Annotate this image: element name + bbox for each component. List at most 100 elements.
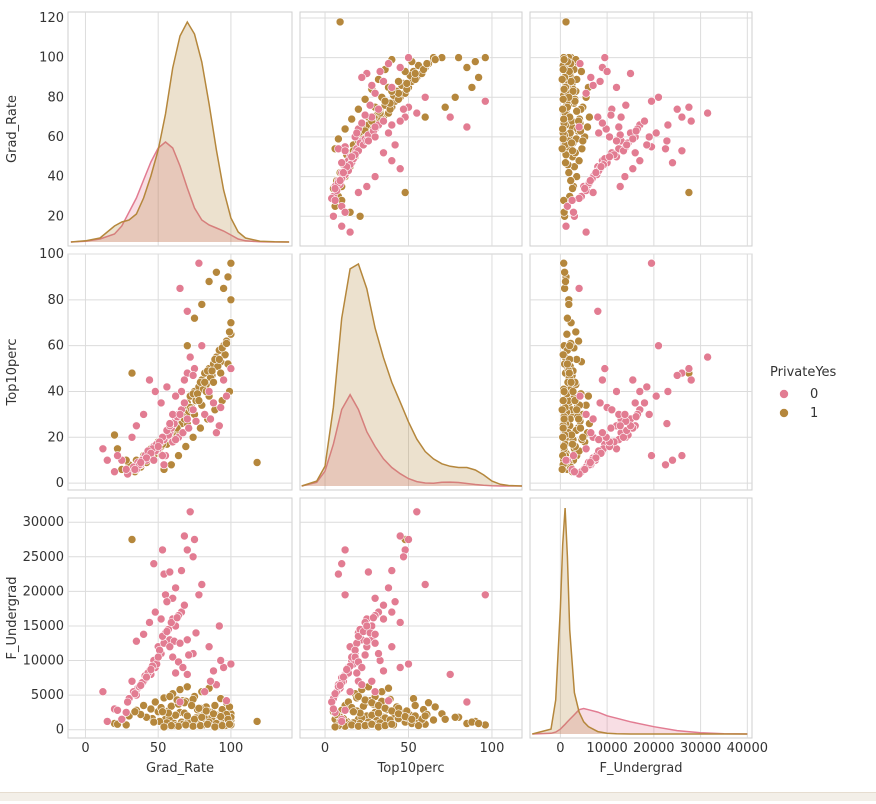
scatter-point (156, 614, 166, 624)
scatter-point (654, 341, 663, 351)
scatter-point (672, 371, 682, 380)
scatter-point (103, 717, 112, 726)
scatter-point (177, 566, 186, 575)
scatter-point (204, 387, 214, 396)
scatter-point (181, 442, 191, 451)
scatter-point (395, 63, 405, 72)
scatter-point (121, 465, 131, 474)
scatter-point (467, 83, 477, 92)
scatter-point (564, 368, 574, 378)
scatter-point (174, 721, 183, 731)
scatter-point (591, 453, 601, 463)
x-tick-label: 0 (556, 741, 564, 756)
scatter-point (180, 600, 189, 610)
scatter-point (572, 172, 582, 181)
scatter-point (628, 134, 638, 144)
scatter-point (631, 126, 641, 136)
scatter-point (612, 136, 621, 146)
scatter-point (123, 697, 132, 707)
kde-line-Top10perc-0 (301, 393, 522, 487)
scatter-point (374, 104, 383, 114)
scatter-point (175, 410, 185, 419)
scatter-point (327, 697, 337, 707)
scatter-point (146, 704, 156, 714)
scatter-point (474, 73, 483, 82)
scatter-point (560, 267, 569, 277)
kde-fill-Top10perc-1 (301, 264, 522, 486)
scatter-point (171, 435, 180, 444)
panel-background (299, 11, 523, 247)
scatter-point (420, 112, 430, 122)
scatter-point (149, 559, 159, 569)
scatter-point (661, 144, 670, 154)
scatter-point (558, 423, 568, 433)
scatter-point (222, 696, 231, 706)
scatter-point (602, 67, 612, 76)
kde-line-F_Undergrad-0 (532, 707, 748, 735)
scatter-point (252, 717, 262, 726)
scatter-point (557, 465, 567, 474)
scatter-point (139, 701, 148, 710)
scatter-point (480, 590, 490, 600)
scatter-point (588, 414, 598, 424)
scatter-point (580, 184, 590, 193)
scatter-point (158, 451, 167, 460)
scatter-point (357, 663, 367, 672)
x-axis-title: Top10perc (377, 761, 445, 776)
scatter-point (185, 352, 195, 362)
scatter-point (663, 120, 673, 130)
scatter-point (370, 122, 380, 132)
scatter-point (352, 128, 362, 138)
scatter-point (399, 552, 408, 562)
legend-label-0: 0 (810, 387, 818, 402)
scatter-point (395, 164, 405, 173)
scatter-point (345, 687, 355, 697)
scatter-point (149, 455, 159, 465)
scatter-point (188, 405, 198, 415)
scatter-point (339, 672, 348, 682)
scatter-point (395, 531, 405, 541)
x-tick-label: 10000 (586, 741, 627, 756)
scatter-point (569, 451, 578, 460)
scatter-point (642, 382, 652, 392)
y-tick-label: 100 (39, 51, 64, 66)
y-tick-label: 40 (47, 170, 64, 185)
scatter-point (330, 184, 340, 193)
scatter-point (204, 642, 214, 652)
scatter-point (113, 705, 122, 715)
scatter-point (340, 124, 350, 134)
scatter-point (225, 719, 234, 729)
scatter-point (567, 196, 577, 205)
scatter-point (384, 683, 393, 693)
scatter-point (668, 455, 677, 465)
scatter-point (203, 719, 212, 729)
scatter-point (616, 112, 626, 122)
scatter-point (352, 668, 362, 678)
scatter-point (557, 144, 567, 154)
y-axis-title: Top10perc (5, 339, 20, 407)
scatter-point (561, 17, 571, 27)
y-tick-label: 60 (47, 130, 64, 145)
scatter-point (585, 176, 595, 185)
panel-2-1: 0 50 100 (299, 497, 523, 756)
kde-line-Top10perc-1 (301, 262, 523, 487)
scatter-point (201, 706, 211, 716)
scatter-point (121, 708, 131, 717)
scatter-point (430, 55, 440, 64)
scatter-point (621, 100, 631, 110)
scatter-point (151, 697, 160, 707)
y-axis-title: Grad_Rate (5, 95, 20, 163)
scatter-point (178, 428, 188, 438)
scatter-point (559, 414, 569, 424)
scatter-point (414, 721, 423, 730)
scatter-point (339, 168, 348, 177)
scatter-point (571, 327, 581, 337)
scatter-point (568, 184, 577, 193)
scatter-point (661, 460, 670, 470)
scatter-point (136, 681, 145, 690)
scatter-point (612, 83, 621, 92)
kde-line-F_Undergrad-1 (532, 507, 748, 735)
scatter-point (420, 711, 430, 721)
scatter-point (558, 350, 568, 360)
scatter-point (445, 112, 455, 122)
